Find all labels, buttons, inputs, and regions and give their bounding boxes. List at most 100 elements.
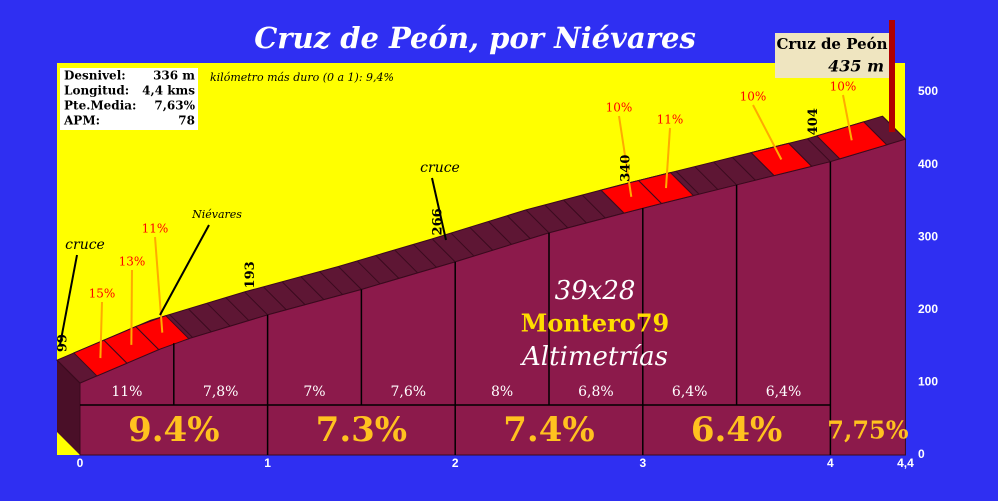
x-tick-label: 2 <box>452 456 459 470</box>
segment-label: 8% <box>491 384 513 400</box>
top-rib <box>319 271 343 295</box>
segment-label: 7% <box>303 384 325 400</box>
km-gradient: 7.4% <box>503 410 594 450</box>
top-rib <box>544 204 569 229</box>
y-tick-label: 500 <box>918 84 938 98</box>
steep-pointer <box>154 236 164 333</box>
elevation-label: 266 <box>431 208 446 235</box>
km-gradient: 7,75% <box>827 416 908 445</box>
annotation-line <box>59 254 78 346</box>
side-face <box>57 360 80 455</box>
segment-label: 6,4% <box>766 384 802 400</box>
segment-label: 11% <box>111 384 142 400</box>
y-tick-label: 300 <box>918 229 938 243</box>
steep-label: 13% <box>119 255 146 269</box>
steep-label: 11% <box>657 113 684 127</box>
segment-label: 6,4% <box>672 384 708 400</box>
top-rib <box>281 281 306 306</box>
top-rib <box>244 291 268 316</box>
top-rib <box>506 215 531 240</box>
top-rib <box>450 232 475 257</box>
summit-box <box>775 33 889 78</box>
info-box <box>60 68 198 130</box>
y-tick-label: 200 <box>918 302 938 316</box>
hardest-km: kilómetro más duro (0 a 1): 9,4% <box>210 71 394 84</box>
segment-label: 6,8% <box>578 384 614 400</box>
x-tick-label: 1 <box>264 456 271 470</box>
info-value: 336 m <box>153 69 195 83</box>
x-tick-label: 4,4 <box>897 456 914 470</box>
x-tick-label: 3 <box>639 456 646 470</box>
annotation: cruce <box>420 160 460 176</box>
top-rib <box>263 286 287 311</box>
x-tick-label: 0 <box>77 456 84 470</box>
steep-pointer <box>842 94 853 141</box>
steep-label: 10% <box>830 80 857 94</box>
elevation-label: 99 <box>56 334 71 352</box>
top-rib <box>187 308 212 333</box>
info-label: APM: <box>63 114 100 128</box>
elevation-label: 404 <box>806 108 821 135</box>
top-rib <box>300 276 325 300</box>
top-rib <box>581 194 606 219</box>
segment-label: 7,6% <box>391 384 427 400</box>
top-rib <box>488 221 512 245</box>
summit-label: 435 m <box>828 57 884 76</box>
info-label: Desnivel: <box>64 69 126 83</box>
annotation: cruce <box>65 237 105 253</box>
steep-pointer <box>618 115 633 197</box>
km-gradient: 6.4% <box>691 410 782 450</box>
watermark: Montero79 <box>521 309 669 338</box>
summit-name: Cruz de Peón <box>776 35 887 53</box>
steep-label: 10% <box>606 101 633 115</box>
top-rib <box>807 138 831 163</box>
km-gradient: 9.4% <box>128 410 219 450</box>
top-rib <box>56 359 81 384</box>
top-rib <box>732 156 756 181</box>
y-tick-label: 100 <box>918 375 938 389</box>
km-gradient: 7.3% <box>316 410 407 450</box>
watermark: Altimetrías <box>520 342 668 372</box>
y-tick-label: 0 <box>918 447 925 461</box>
segment-label: 7,8% <box>203 384 239 400</box>
annotation-line <box>431 177 447 241</box>
top-rib <box>694 166 719 190</box>
annotation: Niévares <box>191 208 242 221</box>
elevation-label: 193 <box>243 261 258 288</box>
top-rib <box>713 161 737 186</box>
top-rib <box>563 199 587 224</box>
info-value: 4,4 kms <box>142 84 195 98</box>
y-tick-label: 400 <box>918 157 938 171</box>
annotation-line <box>159 224 210 316</box>
elevation-label: 340 <box>618 155 633 182</box>
top-rib <box>469 226 494 251</box>
top-rib <box>525 209 550 234</box>
top-rib <box>206 302 231 327</box>
x-tick-label: 4 <box>827 456 834 470</box>
top-rib <box>394 249 419 274</box>
top-rib <box>413 244 437 268</box>
steep-label: 10% <box>740 90 767 104</box>
top-rib <box>431 238 456 263</box>
info-value: 78 <box>178 114 195 128</box>
top-rib <box>356 260 381 285</box>
steep-pointer <box>99 301 103 359</box>
watermark: 39x28 <box>555 276 636 306</box>
top-rib <box>375 255 400 279</box>
info-label: Pte.Media: <box>64 99 136 113</box>
top-rib <box>169 314 193 338</box>
top-rib <box>675 170 700 195</box>
steep-section <box>134 315 190 351</box>
top-rib <box>225 297 250 321</box>
steep-pointer <box>665 127 671 189</box>
chart-title: Cruz de Peón, por Niévares <box>254 21 696 55</box>
summit-pole <box>889 20 895 132</box>
steep-pointer <box>130 269 133 345</box>
info-label: Longitud: <box>64 84 129 98</box>
steep-label: 11% <box>142 222 169 236</box>
top-rib <box>338 266 362 290</box>
info-value: 7,63% <box>154 99 195 113</box>
steep-label: 15% <box>89 287 116 301</box>
steep-pointer <box>752 104 783 160</box>
